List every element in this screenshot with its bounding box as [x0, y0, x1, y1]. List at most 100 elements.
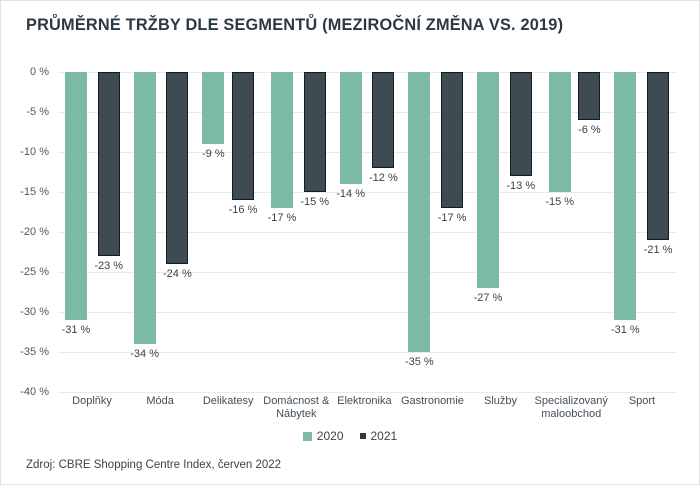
bar-value-label: -14 % [336, 188, 366, 200]
bar-col: -15 % [545, 72, 574, 209]
y-tick-label: -25 % [20, 266, 49, 278]
x-axis: Doplňky Móda Delikatesy Domácnost & Nábytek… [58, 395, 676, 421]
y-tick-label: -40 % [20, 386, 49, 398]
bar-2021 [166, 72, 189, 264]
bar-value-label: -9 % [201, 148, 225, 160]
x-category-cell: Služby [466, 395, 534, 421]
bar-group-3: -9 % -16 % [195, 72, 264, 369]
bar-col: -27 % [473, 72, 503, 305]
bar-2020 [270, 72, 293, 208]
bar-value-label: -17 % [267, 212, 297, 224]
bar-group-6: -35 % -17 % [401, 72, 470, 369]
gridline [58, 192, 676, 193]
bar-col: -21 % [643, 72, 673, 257]
bar-value-label: -6 % [578, 124, 601, 136]
x-category-label: Domácnost & Nábytek [263, 395, 330, 420]
bar-value-label: -31 % [61, 324, 91, 336]
bar-2020 [64, 72, 87, 320]
x-category-cell: Sport [608, 395, 676, 421]
bar-value-label: -23 % [94, 260, 124, 272]
y-tick-label: -15 % [20, 186, 49, 198]
y-tick-label: -30 % [20, 306, 49, 318]
x-category-label: Služby [483, 395, 518, 407]
bar-2021 [578, 72, 601, 120]
bar-col: -15 % [300, 72, 329, 209]
bar-col: -16 % [229, 72, 257, 217]
bar-value-label: -13 % [506, 180, 536, 192]
bar-col: -6 % [578, 72, 601, 137]
bar-2020 [548, 72, 571, 192]
gridline [58, 312, 676, 313]
bar-2020 [408, 72, 431, 352]
x-category-cell: Domácnost & Nábytek [262, 395, 330, 421]
legend-item-2021: 2021 [359, 429, 398, 443]
bar-2020 [614, 72, 637, 320]
bar-2021 [372, 72, 395, 168]
x-category-label: Delikatesy [202, 395, 254, 407]
x-category-cell: Delikatesy [194, 395, 262, 421]
legend-label: 2021 [370, 429, 398, 443]
source-note: Zdroj: CBRE Shopping Centre Index, červe… [26, 459, 282, 471]
bar-value-label: -34 % [130, 348, 159, 360]
legend-item-2020: 2020 [302, 429, 344, 443]
bar-value-label: -35 % [404, 356, 434, 368]
bar-group-7: -27 % -13 % [470, 72, 539, 369]
bar-group-9: -31 % -21 % [607, 72, 676, 369]
x-category-label: Elektronika [337, 395, 392, 407]
bar-col: -34 % [130, 72, 159, 361]
x-category-label: Gastronomie [400, 395, 464, 407]
bar-col: -31 % [61, 72, 91, 337]
bar-value-label: -27 % [473, 292, 503, 304]
bar-2021 [441, 72, 464, 208]
bar-value-label: -15 % [300, 196, 330, 208]
legend-label: 2020 [316, 429, 344, 443]
y-tick-label: -35 % [20, 346, 49, 358]
gridline [58, 392, 676, 393]
bar-group-8: -15 % -6 % [539, 72, 608, 369]
bar-col: -31 % [611, 72, 640, 337]
bar-col: -9 % [202, 72, 225, 161]
gridline [58, 112, 676, 113]
bar-value-label: -12 % [369, 172, 398, 184]
bar-col: -17 % [437, 72, 467, 225]
plot-area: -31 % -23 % -34 % -24 % -9 % -16 % -17 % -15 % -… [58, 72, 676, 393]
legend: 2020 2021 [1, 429, 699, 443]
x-category-cell: Specializovaný maloobchod [535, 395, 608, 421]
bar-value-label: -24 % [163, 268, 192, 280]
bar-2021 [231, 72, 254, 200]
bar-2020 [339, 72, 362, 184]
y-tick-label: -10 % [20, 146, 49, 158]
bar-2020 [476, 72, 499, 288]
bar-2021 [303, 72, 326, 192]
chart-title: PRŮMĚRNÉ TRŽBY DLE SEGMENTŮ (MEZIROČNÍ Z… [26, 15, 564, 34]
legend-swatch-2021 [359, 433, 366, 439]
bar-value-label: -15 % [545, 196, 575, 208]
x-category-cell: Elektronika [330, 395, 398, 421]
bar-2020 [133, 72, 156, 344]
bar-2021 [647, 72, 670, 240]
bar-2021 [97, 72, 120, 256]
bar-col: -23 % [94, 72, 123, 273]
bar-value-label: -17 % [437, 212, 467, 224]
y-tick-label: -20 % [20, 226, 49, 238]
x-category-cell: Móda [126, 395, 194, 421]
bar-col: -12 % [369, 72, 398, 185]
bar-value-label: -21 % [643, 244, 673, 256]
bar-col: -13 % [506, 72, 535, 193]
gridline [58, 152, 676, 153]
bar-col: -24 % [163, 72, 192, 281]
y-tick-label: -5 % [26, 106, 49, 118]
gridline [58, 272, 676, 273]
bar-value-label: -31 % [610, 324, 640, 336]
x-category-label: Sport [628, 395, 656, 407]
bar-col: -14 % [336, 72, 365, 201]
bar-group-1: -31 % -23 % [58, 72, 127, 369]
bar-series: -31 % -23 % -34 % -24 % -9 % -16 % -17 % -15 % -… [58, 72, 676, 369]
gridline [58, 232, 676, 233]
bar-col: -35 % [405, 72, 434, 369]
bar-2021 [509, 72, 532, 176]
y-tick-label: 0 % [30, 66, 49, 78]
x-category-label: Móda [146, 395, 174, 407]
bar-group-4: -17 % -15 % [264, 72, 333, 369]
